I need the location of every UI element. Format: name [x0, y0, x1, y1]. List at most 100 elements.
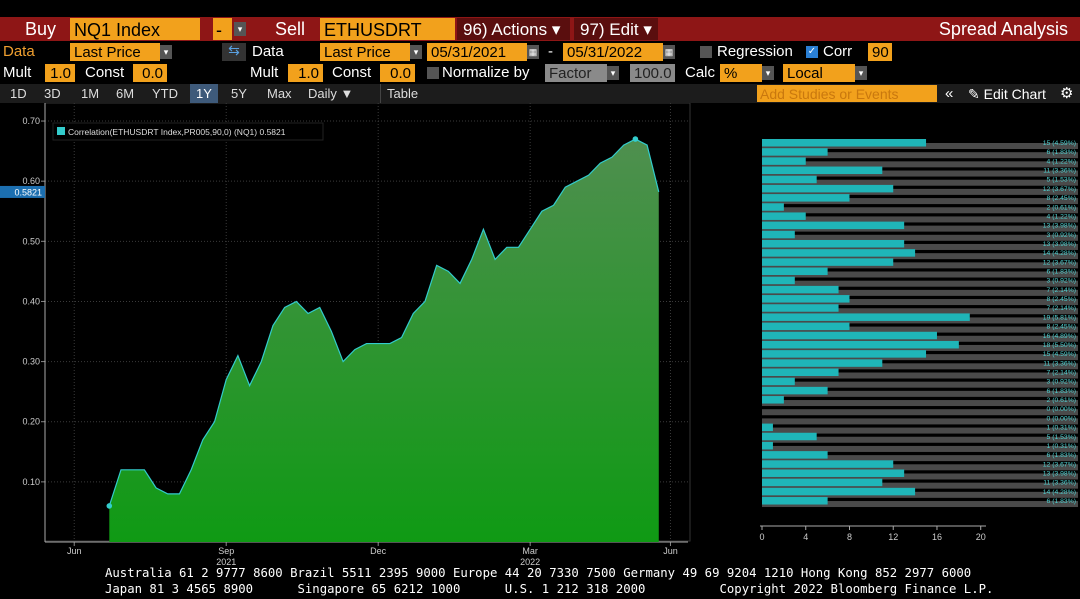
- normalize-field[interactable]: Factor: [545, 64, 607, 82]
- dropdown-icon[interactable]: ▾: [234, 22, 246, 36]
- bar: [762, 249, 916, 257]
- period-button[interactable]: 1D: [10, 86, 27, 101]
- bar: [762, 276, 795, 285]
- period-button[interactable]: 3D: [44, 86, 61, 101]
- edit-chart-button[interactable]: ✎ Edit Chart: [968, 86, 1046, 102]
- checkbox[interactable]: [427, 67, 439, 79]
- bar-label: 18 (5.50%): [1043, 342, 1076, 349]
- bar-label: 7 (2.14%): [1047, 370, 1076, 377]
- row-background: [762, 381, 1078, 388]
- normalize-label: Normalize by: [442, 64, 530, 81]
- bar-label: 2 (0.61%): [1047, 397, 1076, 404]
- period-button[interactable]: 6M: [116, 86, 135, 101]
- date-separator: -: [548, 43, 553, 60]
- period-button[interactable]: 5Y: [231, 86, 247, 101]
- data-field[interactable]: Last Price: [70, 43, 160, 61]
- row-background: [762, 390, 1078, 397]
- period-button[interactable]: 1Y: [190, 84, 218, 103]
- bar-label: 1 (0.31%): [1047, 443, 1076, 450]
- bar: [762, 478, 883, 487]
- bar-label: 6 (1.83%): [1047, 269, 1076, 276]
- row-background: [762, 271, 1078, 278]
- period-button[interactable]: YTD: [152, 86, 178, 101]
- row-background: [762, 243, 1078, 250]
- row-background: [762, 225, 1078, 232]
- bar: [762, 340, 959, 349]
- legend-text: Correlation(ETHUSDRT Index,PR005,90,0) (…: [68, 127, 286, 137]
- checkbox[interactable]: [700, 46, 712, 58]
- row-background: [762, 262, 1078, 269]
- bar-label: 12 (3.67%): [1043, 186, 1076, 193]
- settings-icon[interactable]: ⚙: [1060, 85, 1074, 102]
- bar-label: 0 (0.00%): [1047, 406, 1076, 413]
- table-button[interactable]: Table: [380, 84, 424, 103]
- bar-label: 5 (1.53%): [1047, 434, 1076, 441]
- bar: [762, 313, 970, 321]
- edit-menu[interactable]: 97) Edit ▾: [574, 18, 658, 40]
- dropdown-icon[interactable]: ▾: [762, 66, 774, 80]
- calc-field[interactable]: %: [720, 64, 762, 82]
- row-background: [762, 455, 1078, 462]
- data-field[interactable]: Last Price: [320, 43, 410, 61]
- bar-label: 12 (3.67%): [1043, 259, 1076, 266]
- mult-field[interactable]: 1.0: [45, 64, 75, 82]
- y-tick-label: 0.70: [22, 116, 40, 126]
- calendar-icon[interactable]: ▦: [527, 45, 539, 59]
- frequency-menu[interactable]: Daily ▼: [308, 86, 354, 101]
- buy-label: Buy: [25, 19, 57, 39]
- y-tick-label: 0.60: [22, 176, 40, 186]
- point-marker: [632, 136, 639, 142]
- data-label: Data: [252, 43, 284, 60]
- factor-field[interactable]: 100.0: [630, 64, 675, 82]
- const-field[interactable]: 0.0: [133, 64, 167, 82]
- corr-window[interactable]: 90: [868, 43, 892, 61]
- line: [108, 138, 660, 507]
- y-tick-label: 0.30: [22, 357, 40, 367]
- bar: [762, 441, 773, 450]
- x-year-label: 2022: [520, 557, 540, 567]
- bar: [762, 267, 828, 276]
- buy-field[interactable]: -: [213, 18, 232, 40]
- row-background: [762, 427, 1078, 434]
- dropdown-icon[interactable]: ▾: [855, 66, 867, 80]
- dropdown-icon[interactable]: ▾: [607, 66, 619, 80]
- swap-icon[interactable]: ⇆: [222, 43, 246, 61]
- bar: [762, 295, 850, 303]
- row-background: [762, 207, 1078, 214]
- bar: [762, 166, 883, 175]
- bar-label: 4 (1.22%): [1047, 213, 1076, 220]
- row-background: [762, 372, 1078, 379]
- buy-security[interactable]: NQ1 Index: [70, 18, 200, 40]
- calendar-icon[interactable]: ▦: [663, 45, 675, 59]
- bar: [762, 157, 806, 165]
- bar: [762, 322, 850, 331]
- period-button[interactable]: Max: [267, 86, 292, 101]
- collapse-icon[interactable]: «: [945, 85, 954, 102]
- const-field[interactable]: 0.0: [380, 64, 415, 82]
- bar-label: 3 (0.92%): [1047, 379, 1076, 386]
- row-background: [762, 253, 1078, 260]
- mult-field[interactable]: 1.0: [288, 64, 323, 82]
- bar: [762, 460, 894, 468]
- x-tick-label: 12: [888, 532, 898, 542]
- dropdown-icon[interactable]: ▾: [160, 45, 172, 59]
- bar-label: 5 (1.53%): [1047, 177, 1076, 184]
- start-date[interactable]: 05/31/2021: [427, 43, 527, 61]
- bar: [762, 359, 883, 367]
- checkbox-checked[interactable]: ✓: [806, 46, 818, 58]
- bar: [762, 368, 839, 376]
- footer-line: Japan 81 3 4565 8900 Singapore 65 6212 1…: [105, 582, 994, 596]
- end-date[interactable]: 05/31/2022: [563, 43, 663, 61]
- period-button[interactable]: 1M: [81, 86, 100, 101]
- sell-security[interactable]: ETHUSDRT Ind: [320, 18, 455, 40]
- studies-input[interactable]: Add Studies or Events: [757, 85, 937, 102]
- x-year-label: 2021: [216, 557, 236, 567]
- dropdown-icon[interactable]: ▾: [410, 45, 422, 59]
- actions-menu[interactable]: 96) Actions ▾: [457, 18, 570, 40]
- y-tick-label: 0.50: [22, 236, 40, 246]
- bar: [762, 203, 784, 211]
- currency-field[interactable]: Local: [783, 64, 855, 82]
- bar: [762, 350, 927, 358]
